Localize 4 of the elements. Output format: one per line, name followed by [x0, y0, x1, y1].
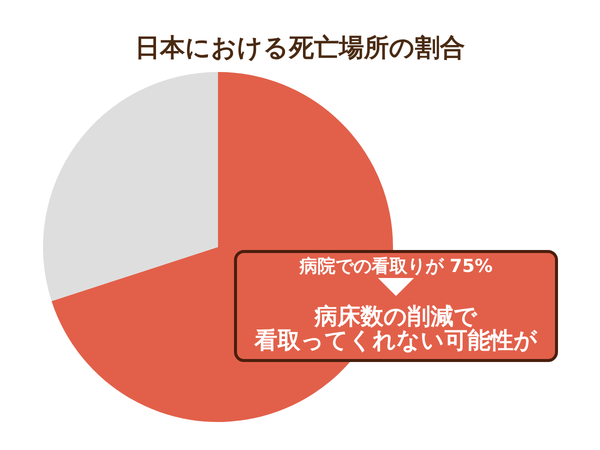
- text: 看取ってくれない可能性が: [254, 328, 538, 354]
- text: 病院での看取りが 75%: [299, 256, 493, 278]
- text: 病床数の削減で: [314, 304, 478, 330]
- chart-title: 日本における死亡場所の割合: [135, 33, 465, 62]
